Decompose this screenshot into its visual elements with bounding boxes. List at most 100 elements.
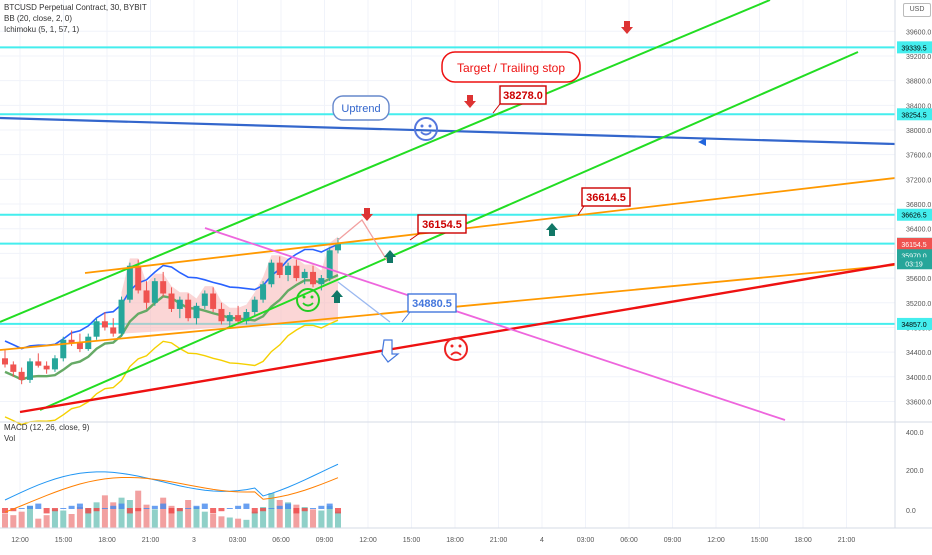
macd-hist-bar <box>318 505 325 509</box>
macd-hist-bar <box>235 505 242 509</box>
price-tick-label: 39200.0 <box>906 54 931 61</box>
happy-blue-eye-left <box>420 124 424 128</box>
volume-bar <box>185 500 192 528</box>
volume-bar <box>285 502 292 528</box>
annotations: Target / Trailing stop Uptrend 38278.0 3615… <box>296 21 706 363</box>
arrow-down-3 <box>361 208 373 221</box>
candle-body <box>85 336 92 350</box>
candle-body <box>293 265 300 279</box>
macd-hist-bar <box>51 508 58 512</box>
price-tick-label: 39600.0 <box>906 29 931 36</box>
macd-hist-bar <box>218 508 225 512</box>
leader-36154 <box>409 232 421 241</box>
macd-hist-bar <box>226 508 233 509</box>
bb-legend: BB (20, close, 2, 0) <box>4 14 73 23</box>
time-tick-label: 03:00 <box>229 537 247 544</box>
candle-body <box>126 265 133 300</box>
happy-green-eye-left <box>302 295 306 299</box>
happy-blue-mouth <box>420 131 432 136</box>
volume-bar <box>110 502 117 528</box>
leader-36614 <box>577 205 585 216</box>
candle-body <box>193 305 200 319</box>
volume-bar <box>310 509 317 528</box>
time-tick-label: 21:00 <box>838 537 856 544</box>
volume-bar <box>26 505 33 528</box>
lower-tick-label: 400.0 <box>906 430 924 437</box>
candle-body <box>76 342 83 350</box>
happy-green-mouth <box>302 302 314 307</box>
price-38278-text: 38278.0 <box>503 90 543 102</box>
macd-hist-bar <box>26 505 33 509</box>
candle-body <box>51 358 58 370</box>
price-36154-text: 36154.5 <box>422 219 462 231</box>
price-tick-label: 35200.0 <box>906 301 931 308</box>
symbol-legend: BTCUSD Perpetual Contract, 30, BYBIT <box>4 3 147 12</box>
macd-hist-bar <box>35 503 42 509</box>
candle-body <box>260 284 267 300</box>
arrow-down-1 <box>621 21 633 34</box>
time-tick-label: 15:00 <box>403 537 421 544</box>
uptrend-bubble <box>332 95 390 121</box>
candles <box>2 237 341 385</box>
candle-body <box>151 281 158 303</box>
macd-hist-bar <box>68 505 75 509</box>
time-tick-label: 18:00 <box>446 537 464 544</box>
price-tick-label: 33600.0 <box>906 399 931 406</box>
candle-body <box>201 293 208 306</box>
macd-hist-bar <box>143 508 150 509</box>
time-tick-label: 15:00 <box>751 537 769 544</box>
macd-hist-bar <box>285 503 292 509</box>
volume-bar <box>276 500 283 528</box>
candle-body <box>243 312 250 322</box>
candle-body <box>68 339 75 343</box>
volume-bar <box>218 516 225 528</box>
price-tick-label: 36800.0 <box>906 202 931 209</box>
sad-red-eye-left <box>450 344 454 348</box>
target-text: Target / Trailing stop <box>457 61 565 75</box>
volume-bar <box>68 514 75 528</box>
bb-lower-line <box>4 319 339 426</box>
macd-hist-bar <box>135 508 142 512</box>
currency-badge[interactable]: USD <box>903 3 931 17</box>
macd-hist-bar <box>243 503 250 509</box>
candle-body <box>310 271 317 285</box>
ichimoku-legend: Ichimoku (5, 1, 57, 1) <box>4 25 80 34</box>
candle-body <box>18 371 25 380</box>
volume-bar <box>85 508 92 528</box>
level-tag <box>897 208 932 221</box>
candle-body <box>326 250 333 279</box>
price-34880-text: 34880.5 <box>412 298 452 310</box>
price-tick-label: 34000.0 <box>906 375 931 382</box>
orange-trend-upper <box>84 177 896 274</box>
macd-hist-bar <box>260 508 267 512</box>
candle-body <box>210 293 217 309</box>
level-tag-text: 36626.5 <box>901 213 926 220</box>
time-tick-label: 06:00 <box>620 537 638 544</box>
volume-bar <box>326 505 333 528</box>
price-tag-text: 03:19 <box>905 261 923 268</box>
candle-body <box>185 299 192 319</box>
macd-hist-bar <box>293 508 300 514</box>
uptrend-blue-line <box>0 116 896 146</box>
level-tag-text: 38254.5 <box>901 112 926 119</box>
time-axis[interactable]: 12:00 15:00 18:00 21:00 3 03:00 06:00 09:00 12:0… <box>0 527 932 544</box>
candle-body <box>285 265 292 275</box>
time-tick-label: 12:00 <box>707 537 725 544</box>
candle-body <box>10 364 17 372</box>
macd-hist-bar <box>201 503 208 509</box>
price-tag-text: 35970.0 <box>901 253 926 260</box>
price-tick-label: 38800.0 <box>906 79 931 86</box>
volume-bar <box>10 515 17 528</box>
target-bubble <box>441 51 581 83</box>
price-axis[interactable]: 41200.039600.039200.038800.038400.038000… <box>894 0 932 528</box>
candle-body <box>176 299 183 309</box>
time-tick-label: 4 <box>540 537 544 544</box>
candle-body <box>26 361 33 380</box>
arrow-up-1 <box>384 250 396 263</box>
macd-hist-bar <box>301 508 308 512</box>
candle-body <box>268 262 275 285</box>
level-tag-text: 34857.0 <box>901 322 926 329</box>
macd-hist-bar <box>101 508 108 509</box>
